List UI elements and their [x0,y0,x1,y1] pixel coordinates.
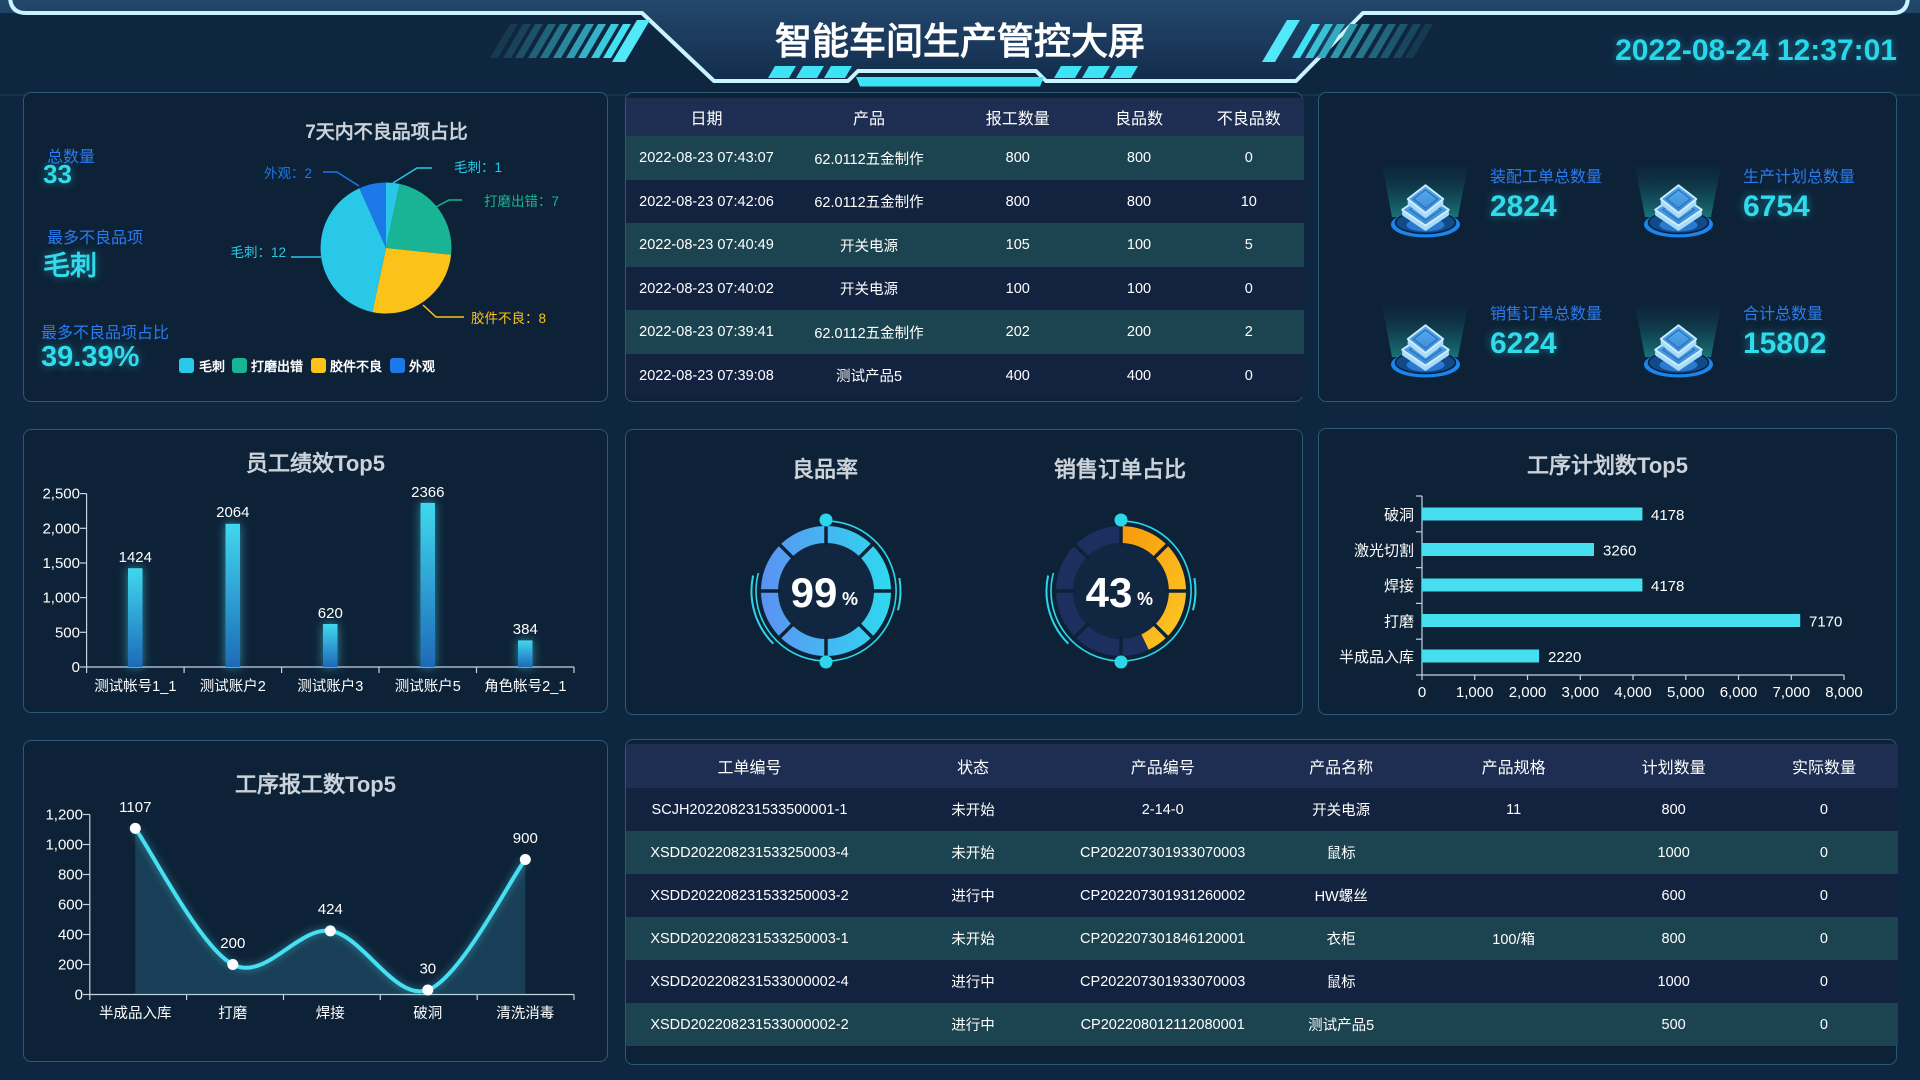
svg-text:破洞: 破洞 [1384,507,1414,524]
svg-text:毛刺：1: 毛刺：1 [454,160,502,175]
svg-text:清洗消毒: 清洗消毒 [496,1005,554,1022]
svg-text:%: % [842,589,858,609]
svg-text:打磨出错：7: 打磨出错：7 [484,193,559,209]
svg-text:200: 200 [220,935,245,952]
svg-text:99: 99 [791,569,838,616]
svg-text:200: 200 [58,957,83,974]
svg-text:8,000: 8,000 [1825,684,1863,701]
svg-text:焊接: 焊接 [316,1005,345,1022]
svg-text:1,000: 1,000 [1456,684,1494,701]
svg-text:半成品入库: 半成品入库 [1339,649,1414,666]
svg-text:胶件不良：8: 胶件不良：8 [471,310,546,326]
svg-text:1424: 1424 [119,549,152,566]
svg-text:1,000: 1,000 [45,837,83,854]
svg-text:0: 0 [1418,684,1426,701]
svg-text:384: 384 [513,621,538,638]
svg-text:外观：2: 外观：2 [264,166,312,181]
svg-text:1107: 1107 [119,799,151,816]
svg-text:测试账户3: 测试账户3 [297,678,363,695]
svg-text:半成品入库: 半成品入库 [99,1005,172,1022]
svg-text:打磨: 打磨 [218,1005,247,1022]
svg-text:620: 620 [318,605,343,622]
svg-text:外观: 外观 [408,359,435,374]
svg-text:500: 500 [55,624,80,641]
svg-text:测试帐号1_1: 测试帐号1_1 [94,678,176,695]
svg-text:5,000: 5,000 [1667,684,1705,701]
svg-text:激光切割: 激光切割 [1354,543,1414,560]
svg-text:2366: 2366 [411,484,444,501]
svg-text:破洞: 破洞 [413,1005,442,1022]
svg-text:2064: 2064 [216,504,249,521]
svg-text:7,000: 7,000 [1773,684,1811,701]
svg-text:打磨出错: 打磨出错 [251,359,303,374]
svg-text:4178: 4178 [1651,578,1684,595]
svg-text:6,000: 6,000 [1720,684,1758,701]
svg-text:4178: 4178 [1651,507,1684,524]
svg-text:打磨: 打磨 [1384,614,1414,631]
svg-text:2,000: 2,000 [42,520,80,537]
svg-text:400: 400 [58,927,83,944]
svg-text:0: 0 [72,659,80,676]
svg-text:43: 43 [1086,569,1133,616]
svg-text:胶件不良: 胶件不良 [330,359,382,374]
svg-text:2220: 2220 [1548,649,1581,666]
svg-text:4,000: 4,000 [1614,684,1652,701]
svg-text:毛刺：12: 毛刺：12 [230,245,286,260]
svg-text:测试账户5: 测试账户5 [395,678,461,695]
svg-text:3,000: 3,000 [1562,684,1600,701]
svg-text:424: 424 [318,901,343,918]
svg-text:30: 30 [419,961,436,978]
svg-text:1,200: 1,200 [45,807,83,824]
svg-text:0: 0 [75,987,83,1004]
svg-text:测试账户2: 测试账户2 [200,678,266,695]
svg-text:3260: 3260 [1603,543,1636,560]
svg-text:600: 600 [58,897,83,914]
svg-text:900: 900 [513,830,538,847]
svg-text:7170: 7170 [1809,614,1842,631]
svg-text:角色帐号2_1: 角色帐号2_1 [484,678,566,695]
svg-text:%: % [1137,589,1153,609]
svg-text:1,000: 1,000 [42,590,80,607]
svg-text:800: 800 [58,867,83,884]
svg-text:毛刺: 毛刺 [199,359,225,374]
svg-text:2,000: 2,000 [1509,684,1547,701]
svg-text:2,500: 2,500 [42,486,80,503]
svg-text:焊接: 焊接 [1384,578,1414,595]
svg-text:1,500: 1,500 [42,555,80,572]
